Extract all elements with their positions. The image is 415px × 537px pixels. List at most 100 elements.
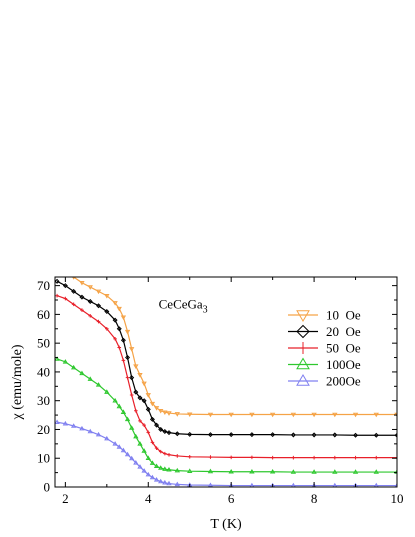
data-point (270, 432, 276, 438)
y-tick-label: 50 (37, 336, 50, 351)
data-point (112, 301, 118, 306)
data-point (228, 412, 234, 418)
series-2 (55, 293, 397, 460)
data-point (162, 479, 168, 485)
data-point (374, 455, 379, 460)
y-tick-label: 10 (37, 451, 50, 466)
data-point (158, 465, 164, 470)
data-point (353, 455, 358, 460)
data-point (228, 468, 234, 474)
data-point (311, 432, 317, 438)
data-point (137, 395, 143, 401)
data-point (87, 428, 93, 434)
legend-label: 20 Oe (326, 324, 361, 339)
data-point (70, 423, 77, 428)
compound-annotation: CeCeGa3 (159, 297, 208, 316)
data-point (141, 448, 147, 453)
data-point (290, 412, 297, 418)
data-point (166, 480, 172, 486)
data-point (124, 451, 131, 457)
data-point (95, 382, 102, 387)
legend-marker (296, 357, 310, 370)
data-point (120, 337, 126, 343)
data-point (166, 430, 172, 436)
data-point (153, 406, 160, 411)
data-point (250, 455, 254, 460)
data-point (290, 432, 296, 438)
data-point (174, 412, 180, 417)
data-point (55, 278, 60, 284)
data-point (150, 440, 155, 445)
data-point (167, 452, 171, 457)
data-point (290, 469, 297, 474)
data-point (79, 370, 85, 376)
data-point (62, 359, 69, 364)
data-point (373, 432, 379, 438)
x-tick-label: 2 (62, 491, 69, 506)
data-point (55, 270, 59, 273)
data-point (149, 474, 156, 480)
y-tick-label: 0 (44, 480, 51, 495)
data-point (112, 441, 118, 446)
data-point (121, 358, 126, 363)
data-point (120, 447, 127, 453)
data-point (63, 296, 68, 301)
data-point (133, 460, 139, 465)
data-point (104, 389, 110, 394)
series-layer (55, 270, 397, 487)
data-point (112, 397, 118, 403)
x-tick-label: 8 (311, 491, 318, 506)
data-point (134, 408, 138, 413)
series-4 (55, 419, 397, 487)
data-point (154, 446, 159, 450)
data-point (166, 411, 172, 416)
data-point (133, 364, 139, 369)
data-point (87, 376, 93, 381)
data-point (55, 419, 60, 425)
data-point (129, 375, 135, 381)
data-point (145, 406, 151, 412)
y-tick-label: 20 (37, 422, 50, 437)
legend-entry: 20 Oe (288, 324, 361, 339)
data-point (145, 455, 151, 460)
legend-entry: 10 Oe (288, 308, 361, 323)
data-point (149, 460, 156, 465)
data-point (95, 431, 102, 437)
data-point (311, 412, 317, 418)
data-point (312, 455, 316, 460)
data-point (87, 298, 93, 304)
data-point (133, 389, 139, 395)
data-point (187, 431, 193, 437)
data-point (79, 280, 85, 286)
data-point (129, 393, 134, 397)
data-point (249, 468, 255, 474)
data-point (149, 401, 156, 407)
data-point (70, 364, 77, 370)
data-point (124, 329, 131, 335)
series-line (72, 277, 397, 416)
data-point (352, 469, 359, 474)
data-point (174, 481, 180, 487)
data-point (270, 455, 275, 460)
data-point (395, 455, 397, 460)
data-point (332, 412, 338, 418)
data-point (62, 420, 69, 426)
data-point (116, 403, 122, 409)
data-point (207, 412, 214, 418)
legend-label: 10 Oe (326, 308, 361, 323)
data-point (129, 347, 135, 352)
legend-label: 100Oe (326, 357, 361, 372)
data-point (120, 409, 127, 414)
data-point (104, 435, 110, 441)
data-point (129, 425, 135, 430)
data-point (104, 309, 110, 315)
data-point (55, 356, 60, 361)
data-point (88, 314, 93, 318)
data-point (120, 315, 127, 321)
x-tick-label: 10 (391, 491, 404, 506)
data-point (141, 381, 147, 387)
data-point (116, 444, 122, 449)
data-point (138, 419, 142, 423)
data-point (145, 471, 151, 477)
